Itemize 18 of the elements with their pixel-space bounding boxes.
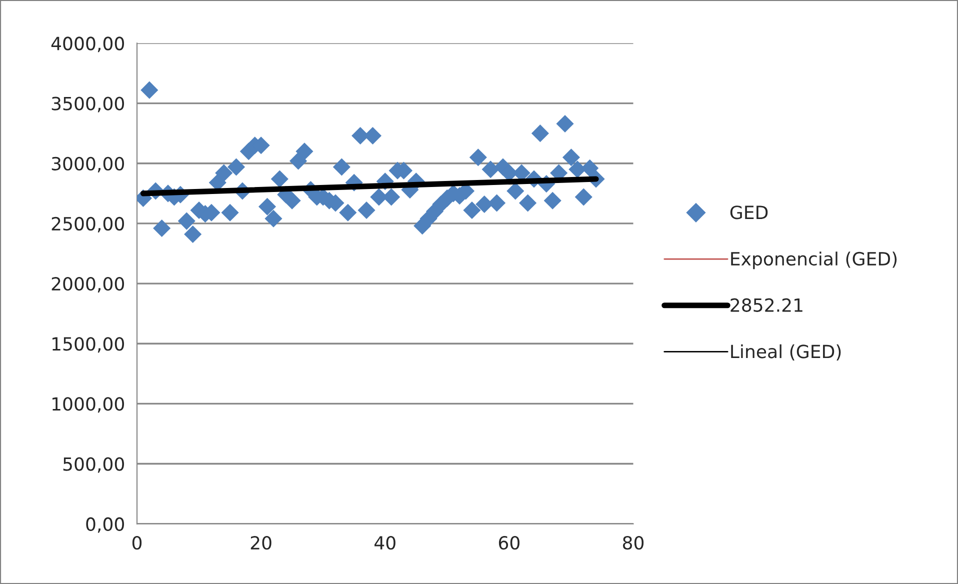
legend-label: Lineal (GED) (731, 344, 841, 360)
y-tick-label: 3500,00 (52, 96, 124, 112)
y-tick-label: 2000,00 (52, 276, 124, 292)
y-tick-label: 500,00 (63, 457, 124, 473)
x-tick-label: 40 (374, 536, 396, 550)
legend-label: GED (730, 206, 768, 220)
y-tick-label: 1500,00 (52, 337, 124, 353)
y-tick-label: 4000,00 (51, 36, 124, 52)
x-tick-label: 60 (498, 536, 520, 550)
y-tick-label: 3000,00 (52, 156, 124, 172)
y-tick-label: 0,00 (86, 517, 124, 533)
y-tick-label: 2500,00 (52, 216, 124, 232)
x-tick-label: 80 (622, 536, 644, 550)
x-tick-label: 0 (132, 536, 142, 550)
legend-label: Exponencial (GED) (731, 252, 897, 270)
y-tick-label: 1000,00 (52, 397, 124, 413)
x-tick-label: 20 (250, 536, 272, 550)
legend-label: 2852.21 (730, 298, 802, 312)
